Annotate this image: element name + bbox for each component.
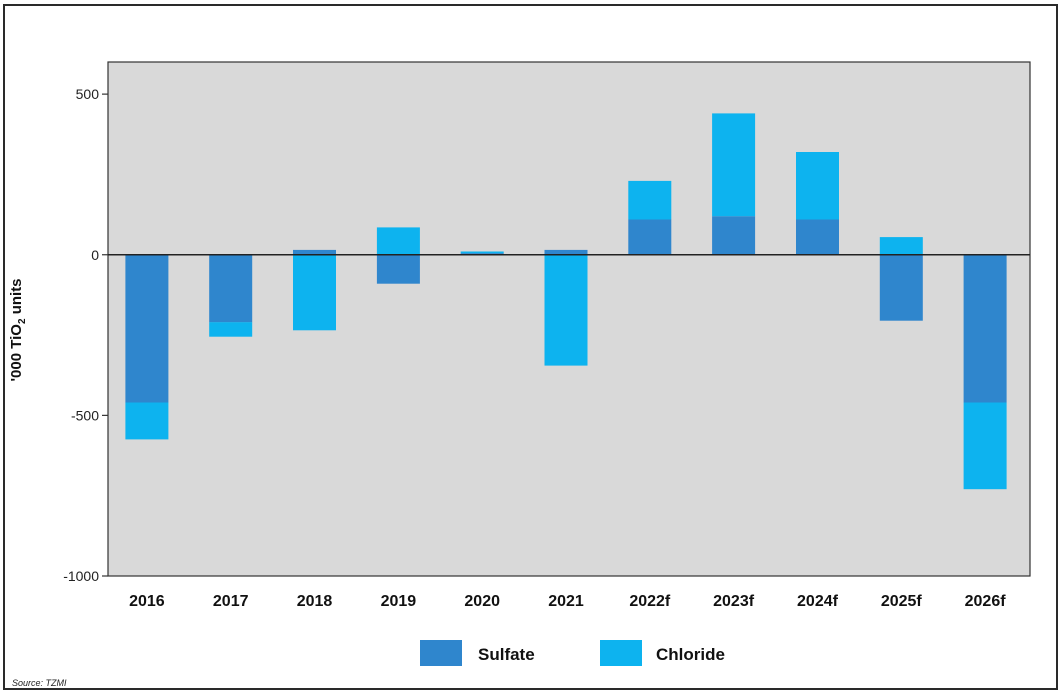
x-tick-label: 2023f (713, 593, 755, 610)
legend-label-chloride: Chloride (656, 645, 725, 664)
x-tick-label: 2020 (464, 593, 500, 610)
chart-frame (3, 4, 1058, 690)
bar-chloride-2017 (209, 322, 253, 337)
x-axis: 2016 2017 2018 2019 2020 2021 2022f 2023f 2024f 2… (129, 593, 1006, 610)
x-tick-label: 2022f (629, 593, 671, 610)
y-tick-label: 500 (76, 86, 100, 102)
bar-chloride-2019 (376, 227, 420, 255)
x-tick-label: 2018 (297, 593, 333, 610)
bar-sulfate-2017 (209, 254, 253, 323)
legend-swatch-sulfate (420, 640, 462, 666)
legend: Sulfate Chloride (0, 640, 1063, 670)
bar-chloride-2024f (796, 152, 839, 220)
bar-chloride-2023f (712, 113, 756, 217)
y-axis: 500 0 -500 -1000 (63, 86, 108, 584)
bar-sulfate-2016 (125, 254, 169, 403)
x-tick-label: 2026f (965, 593, 1007, 610)
bar-chloride-2022f (628, 180, 672, 220)
y-tick-label: 0 (91, 247, 99, 263)
bar-sulfate-2026f (963, 254, 1007, 403)
bars-group (125, 113, 1007, 490)
source-note: Source: TZMI (12, 678, 67, 688)
bar-sulfate-2020 (460, 253, 504, 255)
bar-chloride-2021 (544, 254, 588, 366)
x-tick-label: 2025f (881, 593, 923, 610)
y-tick-label: -500 (71, 407, 99, 423)
bar-sulfate-2025f (879, 254, 923, 321)
bar-chloride-2018 (293, 254, 336, 331)
x-tick-label: 2019 (381, 593, 417, 610)
bar-sulfate-2023f (712, 216, 756, 255)
bar-sulfate-2018 (293, 249, 336, 255)
bar-sulfate-2022f (628, 219, 672, 255)
x-tick-label: 2024f (797, 593, 839, 610)
bar-chloride-2016 (125, 402, 169, 440)
x-tick-label: 2016 (129, 593, 165, 610)
bar-chloride-2020 (460, 251, 504, 254)
y-tick-label: -1000 (63, 568, 99, 584)
x-tick-label: 2017 (213, 593, 249, 610)
bar-chloride-2026f (963, 402, 1007, 490)
legend-swatch-chloride (600, 640, 642, 666)
x-tick-label: 2021 (548, 593, 584, 610)
plot-area (107, 61, 1031, 577)
bar-sulfate-2024f (796, 219, 839, 255)
bar-sulfate-2021 (544, 249, 588, 255)
bar-sulfate-2019 (376, 254, 420, 284)
bar-chloride-2025f (879, 237, 923, 255)
y-axis-title: '000 TiO2 units (8, 278, 28, 382)
legend-label-sulfate: Sulfate (478, 645, 535, 664)
